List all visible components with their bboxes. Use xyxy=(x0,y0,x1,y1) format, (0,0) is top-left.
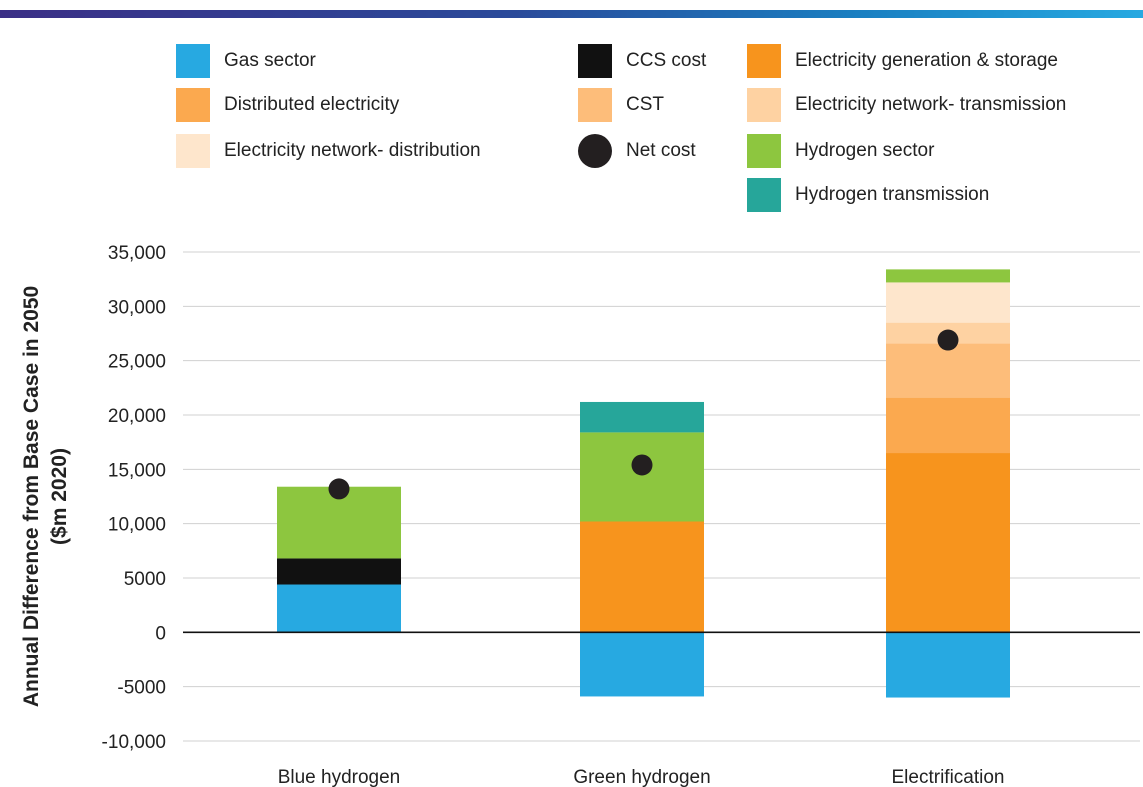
bar-segment-green-hydrogen-hydrogen-sector xyxy=(580,432,704,522)
bar-segment-electrification-gas-sector xyxy=(886,632,1010,698)
bar-segment-blue-hydrogen-gas-sector xyxy=(277,584,401,633)
bar-segment-green-hydrogen-electricity-generation-storage xyxy=(580,521,704,633)
bar-segment-electrification-electricity-generation-storage xyxy=(886,453,1010,633)
bar-segment-electrification-distributed-electricity xyxy=(886,397,1010,454)
x-category-label: Green hydrogen xyxy=(573,767,710,787)
legend-swatch-gas-sector xyxy=(176,44,210,78)
y-axis-title-line: ($m 2020) xyxy=(48,448,71,545)
bar-segment-green-hydrogen-hydrogen-transmission xyxy=(580,401,704,433)
chart-legend: Gas sector CCS cost Electricity generati… xyxy=(0,0,1143,230)
legend-item-ccs-cost: CCS cost xyxy=(578,44,706,78)
legend-item-electricity-generation-storage: Electricity generation & storage xyxy=(747,44,1058,78)
legend-label: Net cost xyxy=(626,140,696,161)
y-tick-label: -5000 xyxy=(117,678,166,699)
y-tick-label: 15,000 xyxy=(108,460,166,481)
legend-label: Electricity network- transmission xyxy=(795,94,1067,115)
bar-segment-electrification-cst xyxy=(886,343,1010,398)
y-tick-label: 35,000 xyxy=(108,243,166,264)
legend-label: Gas sector xyxy=(224,50,316,71)
y-axis-title: Annual Difference from Base Case in 2050… xyxy=(20,286,71,707)
y-tick-label: 0 xyxy=(155,623,166,644)
legend-label: Electricity generation & storage xyxy=(795,50,1058,71)
y-tick-label: -10,000 xyxy=(102,732,166,753)
legend-item-electricity-network-distribution: Electricity network- distribution xyxy=(176,134,481,168)
legend-item-hydrogen-sector: Hydrogen sector xyxy=(747,134,934,168)
x-category-label: Blue hydrogen xyxy=(278,767,401,787)
legend-item-cst: CST xyxy=(578,88,664,122)
legend-swatch-ccs-cost xyxy=(578,44,612,78)
legend-label: CST xyxy=(626,94,664,115)
y-axis-title-line: Annual Difference from Base Case in 2050 xyxy=(20,286,43,707)
legend-swatch-electricity-network-distribution xyxy=(176,134,210,168)
legend-label: Electricity network- distribution xyxy=(224,140,481,161)
legend-item-net-cost: Net cost xyxy=(578,134,696,168)
legend-item-gas-sector: Gas sector xyxy=(176,44,316,78)
net-cost-point-blue-hydrogen xyxy=(328,478,350,500)
bar-segment-electrification-electricity-network-distribution xyxy=(886,282,1010,323)
y-tick-label: 25,000 xyxy=(108,352,166,373)
y-tick-label: 30,000 xyxy=(108,297,166,318)
y-axis-ticks: 35,000 30,000 25,000 20,000 15,000 10,000 5000… xyxy=(102,243,166,753)
net-cost-markers xyxy=(328,329,959,500)
x-category-label: Electrification xyxy=(892,767,1005,787)
y-tick-label: 10,000 xyxy=(108,515,166,536)
legend-swatch-electricity-generation-storage xyxy=(747,44,781,78)
legend-swatch-cst xyxy=(578,88,612,122)
legend-item-electricity-network-transmission: Electricity network- transmission xyxy=(747,88,1066,122)
legend-label: Hydrogen sector xyxy=(795,140,935,161)
legend-label: Hydrogen transmission xyxy=(795,184,990,205)
bars xyxy=(277,269,1010,698)
x-axis-ticks: Blue hydrogen Green hydrogen Electrificati… xyxy=(278,767,1005,787)
legend-swatch-distributed-electricity xyxy=(176,88,210,122)
legend-label: CCS cost xyxy=(626,50,707,71)
legend-item-hydrogen-transmission: Hydrogen transmission xyxy=(747,178,989,212)
header-accent-bar xyxy=(0,10,1143,18)
legend-swatch-net-cost xyxy=(578,134,612,168)
bar-segment-green-hydrogen-gas-sector xyxy=(580,632,704,697)
legend-item-distributed-electricity: Distributed electricity xyxy=(176,88,399,122)
y-tick-label: 20,000 xyxy=(108,406,166,427)
net-cost-point-electrification xyxy=(937,329,959,351)
legend-label: Distributed electricity xyxy=(224,94,400,115)
net-cost-point-green-hydrogen xyxy=(631,454,653,476)
y-tick-label: 5000 xyxy=(124,569,166,590)
bar-segment-blue-hydrogen-ccs-cost xyxy=(277,558,401,585)
legend-swatch-hydrogen-transmission xyxy=(747,178,781,212)
bar-segment-electrification-hydrogen-sector xyxy=(886,269,1010,283)
legend-swatch-hydrogen-sector xyxy=(747,134,781,168)
legend-swatch-electricity-network-transmission xyxy=(747,88,781,122)
